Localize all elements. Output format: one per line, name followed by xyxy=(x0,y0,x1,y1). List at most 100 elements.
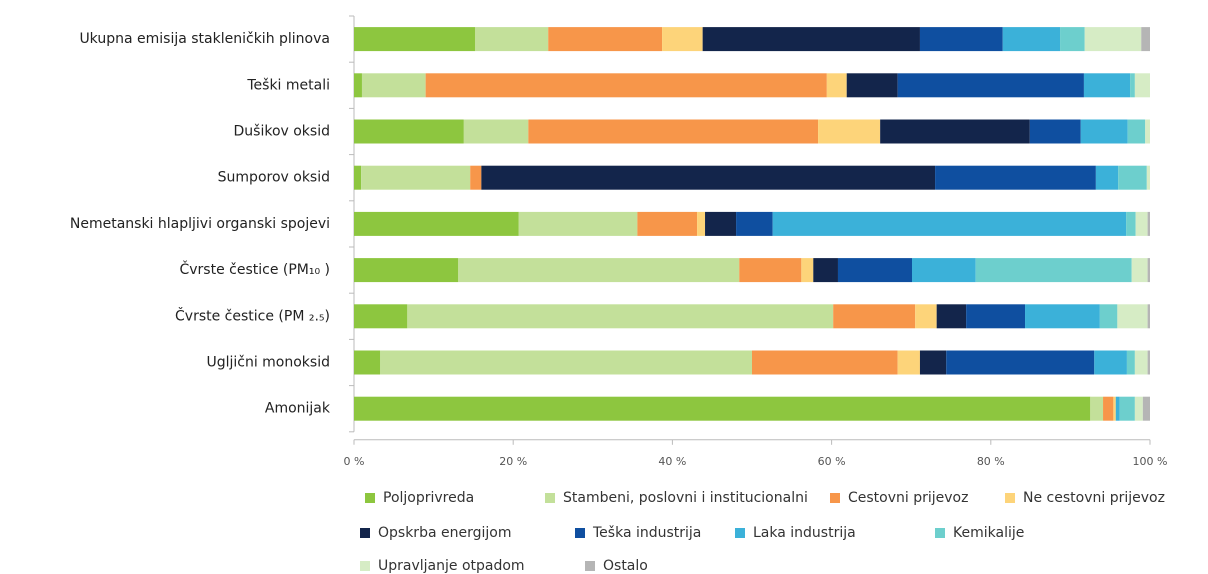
bar-segment xyxy=(752,350,898,375)
bar-segment xyxy=(354,73,362,98)
bar-segment xyxy=(380,350,752,375)
bar-segment xyxy=(1084,27,1142,52)
bar-segment xyxy=(1060,27,1085,52)
bar-segment xyxy=(935,165,1096,190)
bar-segment xyxy=(1119,396,1135,421)
bar-segment xyxy=(705,211,737,236)
legend-label: Laka industrija xyxy=(753,525,856,541)
bar-segment xyxy=(1127,119,1146,144)
bar-segment xyxy=(697,211,706,236)
bar-segment xyxy=(1147,304,1150,329)
bar-segment xyxy=(946,350,1095,375)
category-label: Amonijak xyxy=(265,401,331,417)
bar-segment xyxy=(354,119,464,144)
legend-swatch xyxy=(360,561,370,571)
bar-segment xyxy=(1134,73,1150,98)
bar-segment xyxy=(772,211,1127,236)
bar-segment xyxy=(1126,211,1136,236)
legend-label: Teška industrija xyxy=(592,525,701,541)
bar-segment xyxy=(897,350,920,375)
legend-swatch xyxy=(545,493,555,503)
bar-segment xyxy=(826,73,847,98)
bar-segment xyxy=(919,27,1003,52)
legend-swatch xyxy=(735,528,745,538)
bar-segment xyxy=(966,304,1026,329)
bar-segment xyxy=(1029,119,1081,144)
bar-segment xyxy=(801,258,814,283)
bar-segment xyxy=(354,258,459,283)
bar-segment xyxy=(975,258,1132,283)
bar-segment xyxy=(1131,258,1148,283)
bar-segment xyxy=(739,258,802,283)
category-label: Ukupna emisija stakleničkih plinova xyxy=(79,31,330,47)
bar-segment xyxy=(407,304,834,329)
bar-segment xyxy=(1113,396,1116,421)
bar-segment xyxy=(1147,258,1150,283)
bar-segment xyxy=(518,211,638,236)
bar-segment xyxy=(458,258,740,283)
x-tick-label: 20 % xyxy=(499,455,527,468)
category-label: Čvrste čestice (PM ₂.₅) xyxy=(175,306,330,324)
bar-segment xyxy=(1080,119,1128,144)
legend-swatch xyxy=(585,561,595,571)
bar-segment xyxy=(528,119,819,144)
legend-swatch xyxy=(365,493,375,503)
bar-segment xyxy=(1134,350,1148,375)
x-tick-label: 60 % xyxy=(818,455,846,468)
bar-segment xyxy=(1118,165,1147,190)
category-label: Teški metali xyxy=(246,77,330,93)
bar-segment xyxy=(474,27,549,52)
legend-label: Poljoprivreda xyxy=(383,490,474,506)
bar-segment xyxy=(736,211,773,236)
bar-segment xyxy=(425,73,827,98)
bar-segment xyxy=(880,119,1030,144)
bar-segment xyxy=(354,27,475,52)
bar-segment xyxy=(361,73,426,98)
legend-label: Ostalo xyxy=(603,558,648,574)
category-label: Sumporov oksid xyxy=(218,170,330,186)
bar-segment xyxy=(1147,350,1150,375)
bar-segment xyxy=(813,258,838,283)
bar-segment xyxy=(1103,396,1114,421)
bar-segment xyxy=(1095,165,1119,190)
bar-segment xyxy=(1094,350,1127,375)
legend-label: Kemikalije xyxy=(953,525,1024,541)
bar-segment xyxy=(1090,396,1104,421)
bar-segment xyxy=(481,165,936,190)
bar-segment xyxy=(354,304,408,329)
bar-segment xyxy=(354,396,1091,421)
bar-segment xyxy=(897,73,1084,98)
bar-segment xyxy=(1002,27,1061,52)
bar-segment xyxy=(915,304,937,329)
bar-segment xyxy=(702,27,920,52)
bar-segment xyxy=(548,27,663,52)
bar-segment xyxy=(846,73,898,98)
bar-segment xyxy=(1147,211,1150,236)
bar-segment xyxy=(361,165,471,190)
legend-label: Ne cestovni prijevoz xyxy=(1023,490,1165,506)
legend-label: Opskrba energijom xyxy=(378,525,511,541)
x-tick-label: 100 % xyxy=(1133,455,1168,468)
bar-segment xyxy=(1146,165,1150,190)
bar-segment xyxy=(1117,304,1148,329)
bar-segment xyxy=(818,119,881,144)
bar-segment xyxy=(354,165,362,190)
legend-swatch xyxy=(1005,493,1015,503)
legend-label: Cestovni prijevoz xyxy=(848,490,968,506)
bar-segment xyxy=(1130,73,1135,98)
bar-segment xyxy=(470,165,482,190)
legend-label: Stambeni, poslovni i institucionalni xyxy=(563,490,808,506)
bar-segment xyxy=(1126,350,1135,375)
bar-segment xyxy=(936,304,967,329)
bar-segment xyxy=(354,211,519,236)
bar-segment xyxy=(1025,304,1100,329)
category-label: Čvrste čestice (PM₁₀ ) xyxy=(179,260,330,278)
bar-segment xyxy=(919,350,947,375)
legend-label: Upravljanje otpadom xyxy=(378,558,525,574)
bar-segment xyxy=(1083,73,1131,98)
bar-segment xyxy=(1135,211,1148,236)
x-tick-label: 0 % xyxy=(344,455,365,468)
bar-segment xyxy=(662,27,703,52)
bar-segment xyxy=(911,258,976,283)
legend-swatch xyxy=(935,528,945,538)
